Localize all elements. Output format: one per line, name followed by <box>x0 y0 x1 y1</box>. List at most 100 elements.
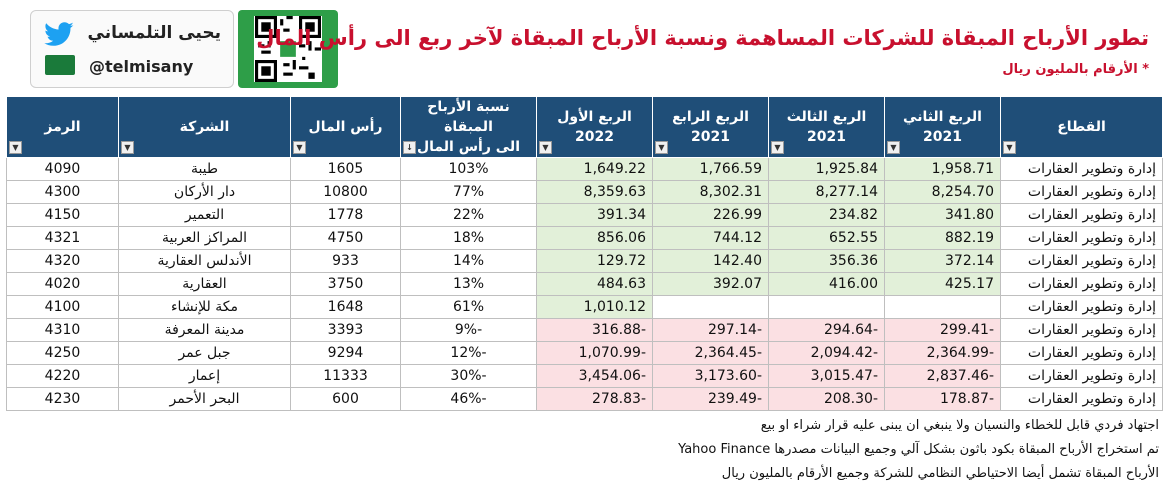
header-q1-label: الربع الأول <box>557 109 632 125</box>
cell-capital: 11333 <box>290 364 401 388</box>
cell-ratio: 61% <box>400 295 537 319</box>
cell-sector: إدارة وتطوير العقارات <box>1000 226 1163 250</box>
table-row: إدارة وتطوير العقارات -2,364.99 -2,094.42-… <box>6 341 1163 365</box>
cell-ratio: 18% <box>400 226 537 250</box>
col-header-company[interactable]: الشركة ▼ <box>118 96 291 158</box>
cell-q2: 425.17 <box>884 272 1001 296</box>
cell-q3: -3,015.47 <box>768 364 885 388</box>
cell-company: مكة للإنشاء <box>118 295 291 319</box>
cell-company: العقارية <box>118 272 291 296</box>
retained-earnings-table: القطاع ▼ الربع الثاني 2021 ▼ الربع الثال… <box>6 96 1163 411</box>
header-sector-label: القطاع <box>1057 119 1106 135</box>
cell-q1: -278.83 <box>536 387 653 411</box>
cell-code: 4150 <box>6 203 119 227</box>
col-header-q3[interactable]: الربع الثالث 2021 ▼ <box>768 96 885 158</box>
author-handle: @telmisany <box>89 57 194 76</box>
cell-capital: 3750 <box>290 272 401 296</box>
cell-ratio: 13% <box>400 272 537 296</box>
col-header-q4[interactable]: الربع الرابع 2021 ▼ <box>652 96 769 158</box>
cell-capital: 1648 <box>290 295 401 319</box>
cell-q1: 391.34 <box>536 203 653 227</box>
cell-code: 4321 <box>6 226 119 250</box>
filter-dropdown-icon[interactable]: ▼ <box>9 141 22 154</box>
filter-dropdown-icon[interactable]: ▼ <box>121 141 134 154</box>
disclaimer-note: اجتهاد فردي قابل للخطاء والنسيان ولا ينب… <box>760 418 1159 433</box>
col-header-q1[interactable]: الربع الأول 2022 ▼ <box>536 96 653 158</box>
cell-code: 4230 <box>6 387 119 411</box>
units-note: الأرباح المبقاة تشمل أيضا الاحتياطي النظ… <box>721 466 1159 481</box>
cell-q3: 234.82 <box>768 203 885 227</box>
table-row: إدارة وتطوير العقارات 341.80 234.82 226.99 3… <box>6 203 1163 227</box>
cell-sector: إدارة وتطوير العقارات <box>1000 364 1163 388</box>
qr-code <box>238 10 338 88</box>
col-header-ratio[interactable]: نسبة الأرباح المبقاة الى رأس المال ↓ <box>400 96 537 158</box>
cell-capital: 600 <box>290 387 401 411</box>
cell-code: 4320 <box>6 249 119 273</box>
cell-sector: إدارة وتطوير العقارات <box>1000 295 1163 319</box>
author-name: يحيى التلمساني <box>87 23 221 43</box>
filter-dropdown-icon[interactable]: ▼ <box>539 141 552 154</box>
col-header-sector[interactable]: القطاع ▼ <box>1000 96 1163 158</box>
col-header-capital[interactable]: رأس المال ▼ <box>290 96 401 158</box>
cell-ratio: -12% <box>400 341 537 365</box>
filter-dropdown-icon[interactable]: ▼ <box>771 141 784 154</box>
cell-q4: 1,766.59 <box>652 157 769 181</box>
cell-company: مدينة المعرفة <box>118 318 291 342</box>
cell-capital: 1605 <box>290 157 401 181</box>
cell-q2: 372.14 <box>884 249 1001 273</box>
cell-code: 4250 <box>6 341 119 365</box>
filter-dropdown-icon[interactable]: ▼ <box>293 141 306 154</box>
cell-sector: إدارة وتطوير العقارات <box>1000 157 1163 181</box>
cell-q3: 8,277.14 <box>768 180 885 204</box>
cell-code: 4220 <box>6 364 119 388</box>
cell-ratio: 14% <box>400 249 537 273</box>
cell-q4 <box>652 295 769 319</box>
header-capital-label: رأس المال <box>308 119 383 135</box>
cell-q2 <box>884 295 1001 319</box>
table-row: إدارة وتطوير العقارات 1,010.12 61% 1648 مكة … <box>6 295 1163 319</box>
filter-dropdown-icon[interactable]: ▼ <box>655 141 668 154</box>
cell-code: 4020 <box>6 272 119 296</box>
twitter-bird-icon <box>44 22 74 46</box>
filter-dropdown-icon[interactable]: ▼ <box>887 141 900 154</box>
cell-q3: -208.30 <box>768 387 885 411</box>
cell-q3: 1,925.84 <box>768 157 885 181</box>
cell-company: دار الأركان <box>118 180 291 204</box>
cell-q2: 1,958.71 <box>884 157 1001 181</box>
table-row: إدارة وتطوير العقارات 372.14 356.36 142.40 1… <box>6 249 1163 273</box>
cell-ratio: -9% <box>400 318 537 342</box>
cell-q3: 652.55 <box>768 226 885 250</box>
cell-q1: 1,649.22 <box>536 157 653 181</box>
cell-ratio: 103% <box>400 157 537 181</box>
table-row: إدارة وتطوير العقارات -2,837.46 -3,015.47-… <box>6 364 1163 388</box>
cell-sector: إدارة وتطوير العقارات <box>1000 180 1163 204</box>
col-header-q2[interactable]: الربع الثاني 2021 ▼ <box>884 96 1001 158</box>
col-header-code[interactable]: الرمز ▼ <box>6 96 119 158</box>
cell-q2: -2,364.99 <box>884 341 1001 365</box>
filter-active-icon[interactable]: ▼ <box>1003 141 1016 154</box>
header-q4-year: 2021 <box>691 129 730 145</box>
header-q4-label: الربع الرابع <box>672 109 749 125</box>
header-q2-year: 2021 <box>923 129 962 145</box>
cell-capital: 10800 <box>290 180 401 204</box>
cell-capital: 9294 <box>290 341 401 365</box>
header-ratio-top: نسبة الأرباح المبقاة <box>427 99 510 135</box>
cell-q1: 8,359.63 <box>536 180 653 204</box>
cell-q3 <box>768 295 885 319</box>
cell-code: 4310 <box>6 318 119 342</box>
sort-desc-icon[interactable]: ↓ <box>403 141 416 154</box>
table-row: إدارة وتطوير العقارات 1,958.71 1,925.84 1,7… <box>6 157 1163 181</box>
header-q3-year: 2021 <box>807 129 846 145</box>
cell-sector: إدارة وتطوير العقارات <box>1000 318 1163 342</box>
header-code-label: الرمز <box>44 119 81 135</box>
author-logo-card: يحيى التلمساني @telmisany <box>30 10 234 88</box>
qr-code-icon <box>254 16 322 82</box>
cell-q1: 1,010.12 <box>536 295 653 319</box>
cell-q1: -316.88 <box>536 318 653 342</box>
cell-company: جبل عمر <box>118 341 291 365</box>
cell-q4: -3,173.60 <box>652 364 769 388</box>
cell-q1: 129.72 <box>536 249 653 273</box>
header-q1-year: 2022 <box>575 129 614 145</box>
cell-capital: 933 <box>290 249 401 273</box>
header: يحيى التلمساني @telmisany تطور الأرباح ا… <box>0 0 1169 96</box>
